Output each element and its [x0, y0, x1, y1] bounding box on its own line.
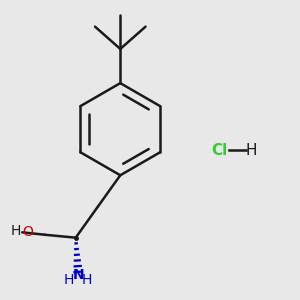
Text: N: N — [73, 268, 84, 282]
Text: H: H — [10, 224, 21, 239]
Text: O: O — [22, 225, 33, 239]
Text: H: H — [245, 142, 257, 158]
Text: Cl: Cl — [212, 142, 228, 158]
Text: H: H — [82, 273, 92, 287]
Text: H: H — [64, 273, 74, 287]
